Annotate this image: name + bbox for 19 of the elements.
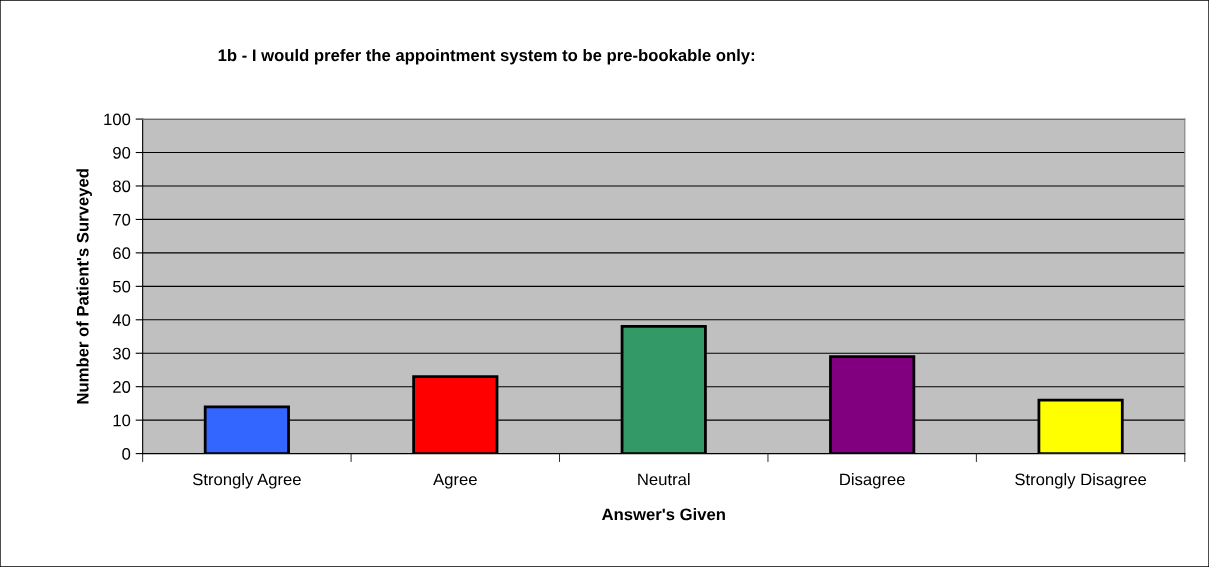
x-tick-label: Disagree	[840, 473, 905, 489]
y-tick-label: 30	[112, 347, 131, 360]
y-tick-label: 60	[113, 247, 131, 260]
y-tick-label: 20	[113, 381, 131, 393]
x-tick-label: Agree	[433, 473, 477, 489]
y-tick-label: 50	[112, 280, 131, 293]
y-tick-label: 70	[113, 213, 131, 226]
x-tick-label: Strongly Agree	[192, 473, 301, 489]
y-tick-label: 40	[112, 314, 131, 326]
y-tick-label: 90	[113, 146, 131, 159]
x-tick-label: Neutral	[638, 473, 690, 486]
chart-title: 1b - I would prefer the appointment system to be pre-bookable only:	[218, 48, 755, 65]
x-axis-title: Answer's Given	[601, 508, 725, 521]
y-tick-label: 0	[122, 448, 131, 460]
y-tick-label: 10	[113, 414, 131, 427]
y-axis-title: Number of Patient's Surveyed	[76, 169, 92, 404]
y-tick-label: 100	[104, 113, 131, 126]
x-tick-label: Strongly Disagree	[1015, 473, 1147, 489]
y-tick-label: 80	[113, 180, 131, 193]
